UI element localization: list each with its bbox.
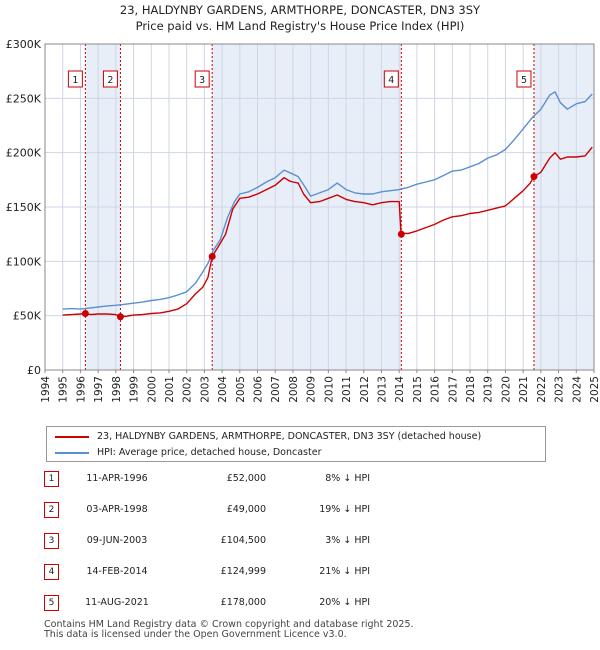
hpi-line <box>62 91 593 310</box>
x-tick-label: 2021 <box>518 376 530 403</box>
sale-hpi-diff: 8% ↓ HPI <box>325 473 370 484</box>
x-tick-label: 2025 <box>589 376 600 403</box>
x-tick-label: 2001 <box>164 376 176 403</box>
y-tick-label: £300K <box>6 38 42 51</box>
sale-label-number: 5 <box>521 75 527 86</box>
sale-label-box <box>67 70 83 88</box>
sale-date: 11-AUG-2021 <box>85 597 149 608</box>
chart-title: 23, HALDYNBY GARDENS, ARMTHORPE, DONCAST… <box>0 2 600 34</box>
sale-label-number: 3 <box>199 75 205 86</box>
x-tick-label: 1996 <box>75 376 87 403</box>
legend-label-hpi: HPI: Average price, detached house, Donc… <box>97 447 322 458</box>
x-tick-label: 2003 <box>199 376 211 403</box>
x-tick-label: 1994 <box>40 376 52 403</box>
sale-hpi-diff: 3% ↓ HPI <box>325 535 370 546</box>
sale-date: 03-APR-1998 <box>86 504 148 515</box>
sale-label-box <box>516 70 532 88</box>
y-tick-label: £100K <box>6 255 42 268</box>
y-tick-label: £150K <box>6 201 42 214</box>
x-tick-label: 2024 <box>571 376 583 403</box>
x-tick-label: 2017 <box>447 376 459 403</box>
sale-row: 5 11-AUG-2021 £178,000 20% ↓ HPI <box>44 594 444 612</box>
sale-number: 4 <box>44 564 59 580</box>
x-tick-label: 2014 <box>394 376 406 403</box>
sale-price: £52,000 <box>226 473 266 484</box>
property-price-line <box>62 146 593 318</box>
plot-frame <box>44 43 595 371</box>
sale-point <box>397 230 405 238</box>
footer-line-2: This data is licensed under the Open Gov… <box>44 629 347 640</box>
price-chart: 1 2 3 4 5 £0 £50K £100K £150K £200K £250K £300K 199… <box>6 38 600 403</box>
x-tick-label: 2018 <box>465 376 477 403</box>
chart-legend: 23, HALDYNBY GARDENS, ARMTHORPE, DONCAST… <box>46 426 546 462</box>
sale-number: 2 <box>44 502 59 518</box>
x-tick-label: 2011 <box>341 376 353 403</box>
sale-row: 4 14-FEB-2014 £124,999 21% ↓ HPI <box>44 563 444 581</box>
x-tick-label: 2010 <box>323 376 335 403</box>
x-tick-label: 1998 <box>111 376 123 403</box>
x-tick-label: 2013 <box>376 376 388 403</box>
x-tick-label: 2008 <box>288 376 300 403</box>
legend-swatch-property <box>55 435 89 438</box>
x-tick-label: 2006 <box>253 376 265 403</box>
footer-line-1: Contains HM Land Registry data © Crown c… <box>44 619 414 630</box>
x-tick-label: 1997 <box>93 376 105 403</box>
sale-hpi-diff: 21% ↓ HPI <box>319 566 370 577</box>
sale-date: 09-JUN-2003 <box>86 535 148 546</box>
sale-point <box>116 313 124 321</box>
sale-number: 1 <box>44 471 59 487</box>
x-tick-label: 2015 <box>412 376 424 403</box>
sale-point <box>208 252 216 260</box>
y-tick-label: £250K <box>6 92 42 105</box>
x-tick-label: 2023 <box>554 376 566 403</box>
sale-label-number: 2 <box>107 75 113 86</box>
legend-swatch-hpi <box>55 451 89 454</box>
sale-number: 3 <box>44 533 59 549</box>
legend-label-property: 23, HALDYNBY GARDENS, ARMTHORPE, DONCAST… <box>97 431 482 442</box>
footer: Contains HM Land Registry data © Crown c… <box>44 620 414 640</box>
sale-price: £104,500 <box>220 535 266 546</box>
x-tick-label: 2019 <box>483 376 495 403</box>
x-tick-label: 2007 <box>270 376 282 403</box>
legend-item-hpi: HPI: Average price, detached house, Donc… <box>55 445 321 461</box>
y-tick-label: £0 <box>27 364 41 377</box>
sale-date: 14-FEB-2014 <box>86 566 148 577</box>
sale-hpi-diff: 20% ↓ HPI <box>319 597 370 608</box>
x-tick-label: 1995 <box>58 376 70 403</box>
sale-label-box <box>194 70 210 88</box>
y-tick-label: £50K <box>13 310 42 323</box>
x-tick-label: 2020 <box>500 376 512 403</box>
sale-label-box <box>102 70 118 88</box>
x-tick-label: 2016 <box>430 376 442 403</box>
sale-date: 11-APR-1996 <box>86 473 148 484</box>
sale-price: £178,000 <box>220 597 266 608</box>
sale-price: £124,999 <box>220 566 266 577</box>
x-tick-label: 2022 <box>536 376 548 403</box>
sale-hpi-diff: 19% ↓ HPI <box>319 504 370 515</box>
legend-item-property: 23, HALDYNBY GARDENS, ARMTHORPE, DONCAST… <box>55 429 481 445</box>
sale-point <box>81 309 89 317</box>
x-tick-label: 2002 <box>182 376 194 403</box>
sale-label-number: 1 <box>72 75 78 86</box>
x-tick-label: 2000 <box>146 376 158 403</box>
x-tick-label: 2004 <box>217 376 229 403</box>
title-line-1: 23, HALDYNBY GARDENS, ARMTHORPE, DONCAST… <box>119 3 481 17</box>
sale-row: 3 09-JUN-2003 £104,500 3% ↓ HPI <box>44 532 444 550</box>
sale-row: 2 03-APR-1998 £49,000 19% ↓ HPI <box>44 501 444 519</box>
sale-label-number: 4 <box>388 75 394 86</box>
x-tick-label: 2012 <box>359 376 371 403</box>
x-tick-label: 2009 <box>306 376 318 403</box>
sale-label-box <box>383 70 399 88</box>
sale-row: 1 11-APR-1996 £52,000 8% ↓ HPI <box>44 470 444 488</box>
sale-number: 5 <box>44 595 59 611</box>
sale-point <box>530 173 538 181</box>
sale-price: £49,000 <box>226 504 266 515</box>
x-tick-label: 2005 <box>235 376 247 403</box>
title-line-2: Price paid vs. HM Land Registry's House … <box>135 19 465 33</box>
y-tick-label: £200K <box>6 147 42 160</box>
x-tick-label: 1999 <box>129 376 141 403</box>
